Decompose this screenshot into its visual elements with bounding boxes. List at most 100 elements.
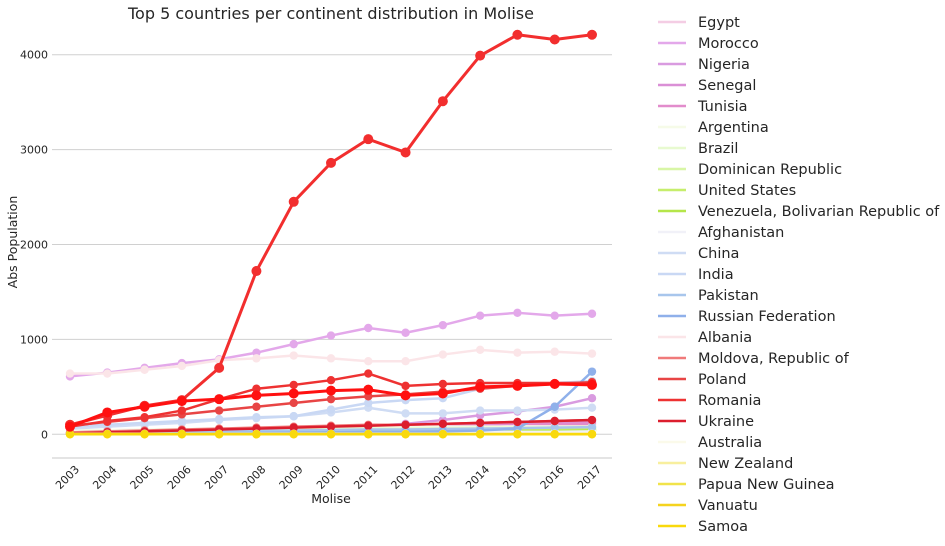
highlight-series-point (139, 401, 150, 412)
series-point (513, 348, 522, 357)
x-tick-label: 2013 (426, 463, 455, 492)
x-tick-label: 2010 (314, 463, 343, 492)
series-point (289, 339, 298, 349)
highlight-series-point (363, 384, 374, 395)
legend-item: Tunisia (658, 99, 748, 115)
series-point (475, 311, 485, 320)
series-point (587, 422, 597, 432)
legend-label: China (698, 246, 739, 262)
legend-item: Samoa (658, 519, 748, 535)
legend-label: Dominican Republic (698, 162, 842, 178)
series-point (289, 380, 298, 390)
series-point (326, 375, 336, 385)
y-tick-label: 4000 (20, 49, 48, 62)
legend-label: Ukraine (698, 414, 754, 430)
series-point (326, 430, 336, 439)
series-point (65, 430, 75, 439)
series-point (326, 405, 336, 414)
highlight-series-point (512, 29, 523, 40)
legend-item: Afghanistan (658, 225, 784, 241)
y-tick-label: 0 (41, 428, 48, 441)
series-lines (65, 29, 597, 439)
legend-item: Romania (658, 393, 761, 409)
x-tick-label: 2006 (165, 463, 194, 492)
series-point (326, 422, 336, 431)
x-tick-label: 2015 (500, 463, 529, 492)
legend-label: Tunisia (697, 99, 748, 115)
highlight-series-point (251, 390, 262, 401)
y-axis-label: Abs Population (5, 196, 20, 289)
highlight-series-point (326, 157, 336, 168)
legend-label: Afghanistan (698, 225, 784, 241)
legend-item: Brazil (658, 141, 738, 157)
highlight-series-point (437, 388, 448, 399)
x-tick-label: 2016 (538, 463, 567, 492)
legend-item: Poland (658, 372, 746, 388)
series-point (401, 357, 410, 366)
y-tick-labels: 0 1000 2000 3000 4000 (20, 49, 48, 442)
series-point (289, 351, 298, 360)
legend-item: Morocco (658, 36, 759, 52)
legend-label: Samoa (698, 519, 748, 535)
series-point (401, 328, 410, 337)
series-point (364, 430, 373, 439)
series-point (214, 414, 224, 424)
highlight-series-point (549, 34, 560, 45)
series-point (214, 406, 224, 415)
legend-item: United States (658, 183, 796, 199)
series-point (438, 430, 448, 439)
series-point (177, 361, 187, 371)
x-tick-label: 2014 (463, 463, 492, 492)
y-tick-label: 3000 (20, 144, 48, 157)
series-point (513, 417, 522, 427)
series-point (587, 430, 597, 439)
series-point (475, 418, 485, 428)
legend-label: Senegal (698, 78, 756, 94)
highlight-series-point (363, 134, 374, 145)
series-point (438, 320, 448, 330)
series-point (401, 409, 410, 418)
legend-item: Ukraine (658, 414, 754, 430)
legend-label: Albania (698, 330, 752, 346)
highlight-series-point (288, 388, 299, 399)
series-point (252, 430, 261, 439)
highlight-series-point (251, 266, 262, 277)
highlight-series-point (102, 407, 113, 418)
series-point (587, 309, 597, 318)
legend-item: Albania (658, 330, 752, 346)
highlight-series-point (288, 196, 299, 207)
legend-item: Argentina (658, 120, 769, 136)
series-point (475, 430, 485, 439)
highlight-series-1 (65, 378, 597, 432)
legend: Egypt Morocco Nigeria Senegal Tunisia Argenti… (658, 15, 940, 535)
series-point (214, 430, 224, 439)
x-tick-label: 2004 (90, 463, 119, 492)
highlight-series-point (400, 147, 411, 158)
y-tick-label: 2000 (20, 238, 48, 251)
series-point (103, 430, 112, 439)
x-tick-labels: 2003 2004 2005 2006 2007 2008 2009 2010 2011 2012… (53, 463, 604, 492)
legend-item: Venezuela, Bolivarian Republic of (658, 204, 940, 220)
series-point (550, 430, 559, 439)
legend-label: Moldova, Republic of (698, 351, 850, 367)
series-15 (65, 345, 597, 378)
series-point (289, 423, 298, 432)
legend-label: Venezuela, Bolivarian Republic of (698, 204, 940, 220)
legend-item: Dominican Republic (658, 162, 842, 178)
legend-label: Nigeria (698, 57, 750, 73)
series-point (252, 354, 261, 363)
legend-item: India (658, 267, 734, 283)
x-tick-label: 2011 (351, 463, 380, 492)
series-point (140, 430, 149, 439)
series-point (550, 311, 559, 320)
legend-item: Senegal (658, 78, 756, 94)
highlight-series-point (214, 394, 225, 405)
legend-item: Vanuatu (658, 498, 758, 514)
series-point (177, 416, 187, 426)
legend-item: Pakistan (658, 288, 759, 304)
series-point (289, 412, 298, 421)
legend-label: Egypt (698, 15, 740, 31)
legend-label: Russian Federation (698, 309, 836, 325)
highlight-series-point (475, 381, 486, 392)
